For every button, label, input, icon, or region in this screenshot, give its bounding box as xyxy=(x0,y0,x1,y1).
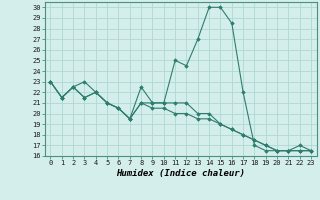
X-axis label: Humidex (Indice chaleur): Humidex (Indice chaleur) xyxy=(116,169,245,178)
